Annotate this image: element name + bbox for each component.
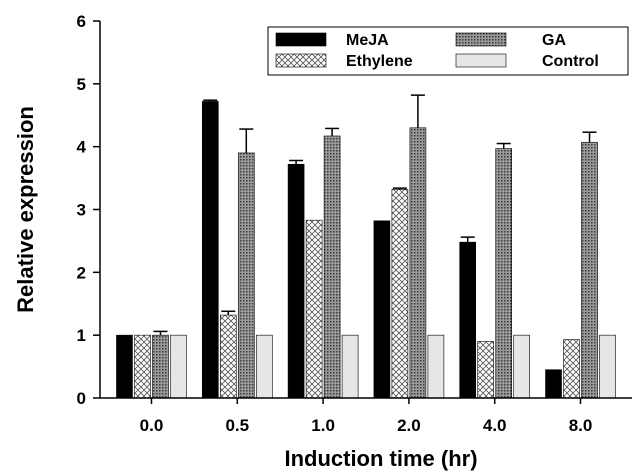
x-tick-label: 8.0 (569, 416, 593, 435)
legend: MeJA GA Ethylene Control (267, 26, 629, 76)
bar-ga-4-0 (495, 148, 513, 399)
bar-meja-2-0 (373, 220, 391, 399)
x-tick-label: 4.0 (483, 416, 507, 435)
bar-ga-8-0 (581, 141, 598, 399)
x-tick-label: 0.0 (140, 416, 164, 435)
legend-swatch-meja (275, 32, 327, 47)
y-tick-label: 3 (77, 201, 86, 220)
bar-ethylene-1-0 (305, 219, 323, 399)
legend-label-meja: MeJA (346, 32, 389, 49)
legend-swatch-ethylene (275, 53, 327, 68)
bar-control-2-0 (427, 334, 445, 399)
bar-control-0-0 (170, 334, 187, 399)
y-axis-title: Relative expression (13, 106, 38, 313)
x-axis-title: Induction time (hr) (284, 446, 477, 471)
y-tick-label: 2 (77, 263, 86, 282)
legend-box (267, 26, 629, 76)
legend-label-control: Control (542, 53, 599, 70)
y-tick-label: 5 (77, 75, 86, 94)
bar-ethylene-0-5 (219, 314, 237, 399)
bar-meja-1-0 (287, 163, 305, 399)
y-tick-label: 0 (77, 389, 86, 408)
y-tick-label: 6 (77, 12, 86, 31)
bar-control-1-0 (341, 334, 359, 399)
bar-control-8-0 (599, 334, 616, 399)
x-tick-label: 0.5 (225, 416, 249, 435)
bar-control-0-5 (255, 334, 273, 399)
bar-ethylene-2-0 (391, 189, 409, 399)
bar-ga-1-0 (323, 135, 341, 399)
bar-ga-0-5 (237, 152, 255, 399)
bar-meja-8-0 (545, 369, 562, 399)
y-tick-label: 1 (77, 326, 86, 345)
error-bars-layer (153, 94, 597, 336)
y-tick-label: 4 (77, 138, 87, 157)
bar-meja-0-0 (116, 334, 133, 399)
y-ticks: 0 1 2 3 4 5 6 (77, 12, 100, 408)
legend-label-ethylene: Ethylene (346, 53, 413, 70)
legend-swatch-control (455, 53, 507, 68)
legend-items: MeJA GA Ethylene Control (275, 32, 599, 70)
bar-ga-0-0 (152, 334, 169, 399)
x-tick-label: 2.0 (397, 416, 421, 435)
x-tick-label: 1.0 (311, 416, 335, 435)
x-ticks: 0.0 0.5 1.0 2.0 4.0 8.0 (140, 398, 593, 435)
legend-label-ga: GA (542, 32, 566, 49)
bar-meja-0-5 (201, 101, 219, 399)
bar-ga-2-0 (409, 127, 427, 399)
bar-meja-4-0 (459, 241, 477, 399)
bar-ethylene-4-0 (477, 341, 495, 399)
bar-ethylene-0-0 (134, 334, 151, 399)
bars-layer (116, 101, 616, 399)
bar-ethylene-8-0 (563, 339, 580, 399)
legend-swatch-ga (455, 32, 507, 47)
bar-control-4-0 (513, 334, 531, 399)
